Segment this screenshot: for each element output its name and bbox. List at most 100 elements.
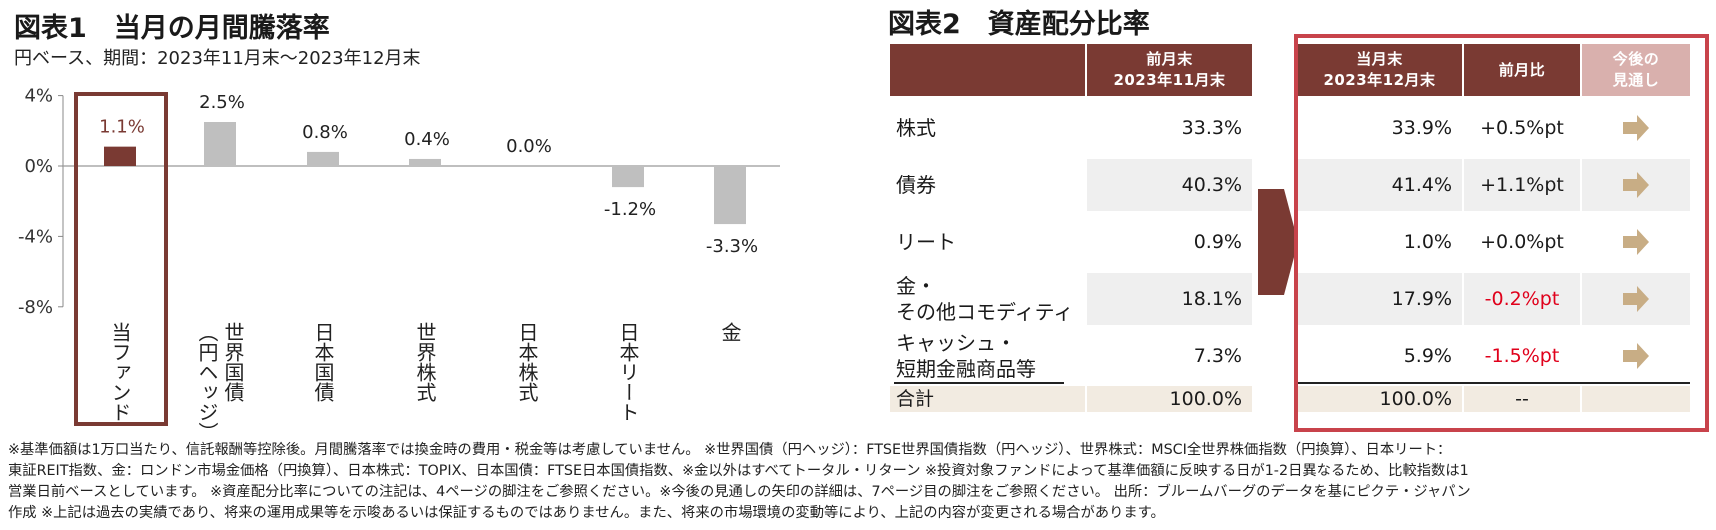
current-value: 1.0% [1403,231,1452,253]
chart-subtitle: 円ベース、期間：2023年11月末～2023年12月末 [14,48,421,69]
y-tick-label: -8% [18,297,53,318]
category-label: 当ファンド [108,322,132,422]
row-current-value: 1.0% [1297,216,1462,268]
y-tick-label: 4% [24,86,53,107]
total-current-value: 100.0% [1297,386,1462,412]
prev-value: 0.9% [1193,231,1242,253]
header-prev-month: 前月末 2023年11月末 [1087,44,1252,96]
header-outlook-text: 今後の 見通し [1613,49,1660,91]
row-label-text-line1: 債券 [896,173,936,197]
category-label: 日本株式 [515,322,539,402]
current-value: 33.9% [1391,117,1452,139]
allocation-table: 前月末 2023年11月末 当月末 2023年12月末 前月比 今後の見通し株式 33.3%… [890,44,1702,422]
footnote-line: 作成 ※上記は過去の実績であり、将来の運用成果等を示唆あるいは保証するものではあ… [8,505,1165,521]
row-outlook [1582,102,1690,154]
header-prev-text: 前月末 2023年11月末 [1113,49,1225,91]
data-label: 0.0% [506,136,552,157]
bar [612,166,644,188]
data-label: -3.3% [706,236,758,257]
header-curr-text-line2: 2023年12月末 [1323,71,1436,89]
header-outlook-text-line1: 今後の [1612,50,1660,68]
row-outlook [1582,330,1690,382]
arrow-shape [1623,343,1649,369]
row-prev-value: 0.9% [1087,216,1252,268]
total-change-text: -- [1515,388,1529,410]
row-label-text: 株式 [896,115,936,141]
footnote-line: 東証REIT指数、金：ロンドン市場金価格（円換算）、日本株式：TOPIX、日本国… [8,463,1469,479]
header-change-text: 前月比 [1498,60,1546,79]
row-outlook [1582,273,1690,325]
bar [511,166,543,167]
bar-chart: 4% 0% -4% -8% 1.1% 2.5% 0.8% 0.4% 0.0% -1.2% -3.3%… [18,86,780,440]
right-arrow-icon [1623,229,1649,255]
category-label: （円ヘッジ） [195,322,219,440]
row-current-value: 41.4% [1297,159,1462,211]
row-label: キャッシュ・ 短期金融商品等 [890,330,1085,382]
header-current-month: 当月末 2023年12月末 [1297,44,1462,96]
total-label: 合計 [890,386,1085,412]
category-label: 日本リート [616,322,640,422]
total-prev-value: 100.0% [1087,386,1252,412]
right-arrow-icon [1623,172,1649,198]
data-label: 2.5% [199,92,245,113]
current-value: 41.4% [1391,174,1452,196]
row-label: リート [890,216,1085,268]
header-outlook-text-line2: 見通し [1612,71,1660,89]
row-prev-value: 7.3% [1087,330,1252,382]
row-label-text: リート [896,229,956,255]
header-change: 前月比 [1464,44,1580,96]
right-arrow-icon [1623,115,1649,141]
row-label-text: 金・ その他コモディティ [896,273,1073,325]
arrow-shape [1623,115,1649,141]
footnote: ※基準価額は1万口当たり、信託報酬等控除後。月間騰落率では換金時の費用・税金等は… [8,440,1710,524]
data-label: 0.4% [404,129,450,150]
total-label-text: 合計 [896,388,935,410]
table-title: 図表2 資産配分比率 [888,9,1150,40]
footnote-line: 営業日前ベースとしています。 ※資産配分比率についての注記は、4ページの脚注をご… [8,484,1471,500]
bar [204,122,236,166]
right-arrow-icon [1623,343,1649,369]
data-label: 0.8% [302,122,348,143]
row-label-text: 債券 [896,172,936,198]
change-value: -0.2%pt [1484,288,1560,310]
change-value: +0.5%pt [1480,117,1564,139]
bar [409,158,441,166]
header-outlook: 今後の 見通し [1582,44,1690,96]
current-month-highlight-box [1294,34,1709,432]
row-label: 株式 [890,102,1085,154]
data-label: 1.1% [99,117,145,138]
header-curr-text-line1: 当月末 [1356,50,1403,68]
total-change-value: -- [1464,386,1580,412]
row-label-text-line1: 株式 [896,116,936,140]
prev-value: 40.3% [1181,174,1242,196]
header-label-blank [890,44,1085,96]
right-arrow-icon [1623,286,1649,312]
total-divider [1297,382,1690,384]
label-underline [894,382,1064,384]
bar [104,146,136,166]
row-prev-value: 18.1% [1087,273,1252,325]
data-label: -1.2% [604,199,656,220]
header-prev-text-line2: 2023年11月末 [1113,71,1226,89]
highlight-frame [74,92,168,426]
y-tick-label: -4% [18,226,53,247]
row-change-value: -0.2%pt [1464,273,1580,325]
row-label-text: キャッシュ・ 短期金融商品等 [896,330,1036,382]
change-value: -1.5%pt [1484,345,1560,367]
bar [307,151,339,166]
arrow-shape [1623,286,1649,312]
header-prev-text-line1: 前月末 [1146,50,1193,68]
row-change-value: +0.5%pt [1464,102,1580,154]
row-current-value: 5.9% [1297,330,1462,382]
row-prev-value: 33.3% [1087,102,1252,154]
row-label-text-line1: キャッシュ・ [896,331,1016,355]
row-label: 債券 [890,159,1085,211]
category-label: 金 [718,322,742,342]
row-current-value: 17.9% [1297,273,1462,325]
big-right-arrow-icon [1258,189,1298,295]
arrow-shape [1623,172,1649,198]
total-curr-text: 100.0% [1379,388,1452,410]
category-label: 世界国債 [221,322,245,402]
current-value: 5.9% [1403,345,1452,367]
arrow-shape [1623,229,1649,255]
